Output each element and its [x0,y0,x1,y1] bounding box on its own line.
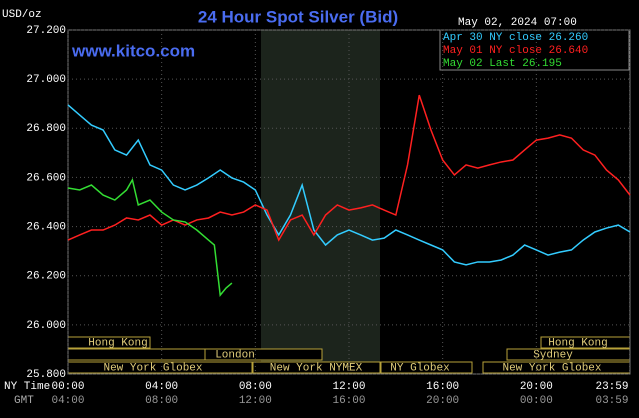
source: www.kitco.com [71,41,195,60]
legend-entry: May 02 Last 26.195 [443,58,562,70]
y-tick-label: 27.200 [26,25,66,37]
session-label: New York NYMEX [270,362,363,374]
shaded-session [261,30,380,374]
series-line [67,177,233,297]
x2-tick-label: 16:00 [332,395,365,407]
chart-title: 24 Hour Spot Silver (Bid) [198,7,398,26]
x-tick-label: 12:00 [332,381,365,393]
x2-tick-label: 08:00 [145,395,178,407]
y-tick-label: 26.000 [26,320,66,332]
session-label: Hong Kong [548,337,607,349]
session-label: NY Globex [390,362,450,374]
session-label: Sydney [533,349,573,361]
x2-tick-label: 04:00 [51,395,84,407]
session-label: Hong Kong [88,337,147,349]
session-label: New York Globex [103,362,202,374]
y-tick-label: 26.200 [26,271,66,283]
x2-tick-label: 20:00 [426,395,459,407]
x-tick-label: 23:59 [595,381,628,393]
x-axis-label: NY Time [4,381,50,393]
session-box [252,361,381,374]
x2-tick-label: 00:00 [520,395,553,407]
timestamp: May 02, 2024 07:00 [458,17,577,29]
y-tick-label: 27.000 [26,74,66,86]
x2-axis-label: GMT [14,395,34,407]
legend-entry: Apr 30 NY close 26.260 [443,32,588,44]
series-line [67,104,631,266]
session-label: New York Globex [502,362,601,374]
x-tick-label: 20:00 [520,381,553,393]
x-tick-label: 08:00 [239,381,272,393]
y-tick-label: 26.600 [26,172,66,184]
x2-tick-label: 12:00 [239,395,272,407]
x2-tick-label: 03:59 [595,395,628,407]
x-tick-label: 16:00 [426,381,459,393]
x-tick-label: 04:00 [145,381,178,393]
series-line [67,94,631,242]
y-tick-label: 25.800 [26,369,66,381]
y-tick-label: 26.800 [26,123,66,135]
legend-box [439,29,630,71]
session-box [67,348,206,361]
y-axis-label: USD/oz [2,9,42,21]
x-tick-label: 00:00 [51,381,84,393]
legend-entry: May 01 NY close 26.640 [443,45,588,57]
y-tick-label: 26.400 [26,221,66,233]
session-box [204,348,323,361]
session-label: London [215,349,255,361]
session-box [380,361,473,374]
